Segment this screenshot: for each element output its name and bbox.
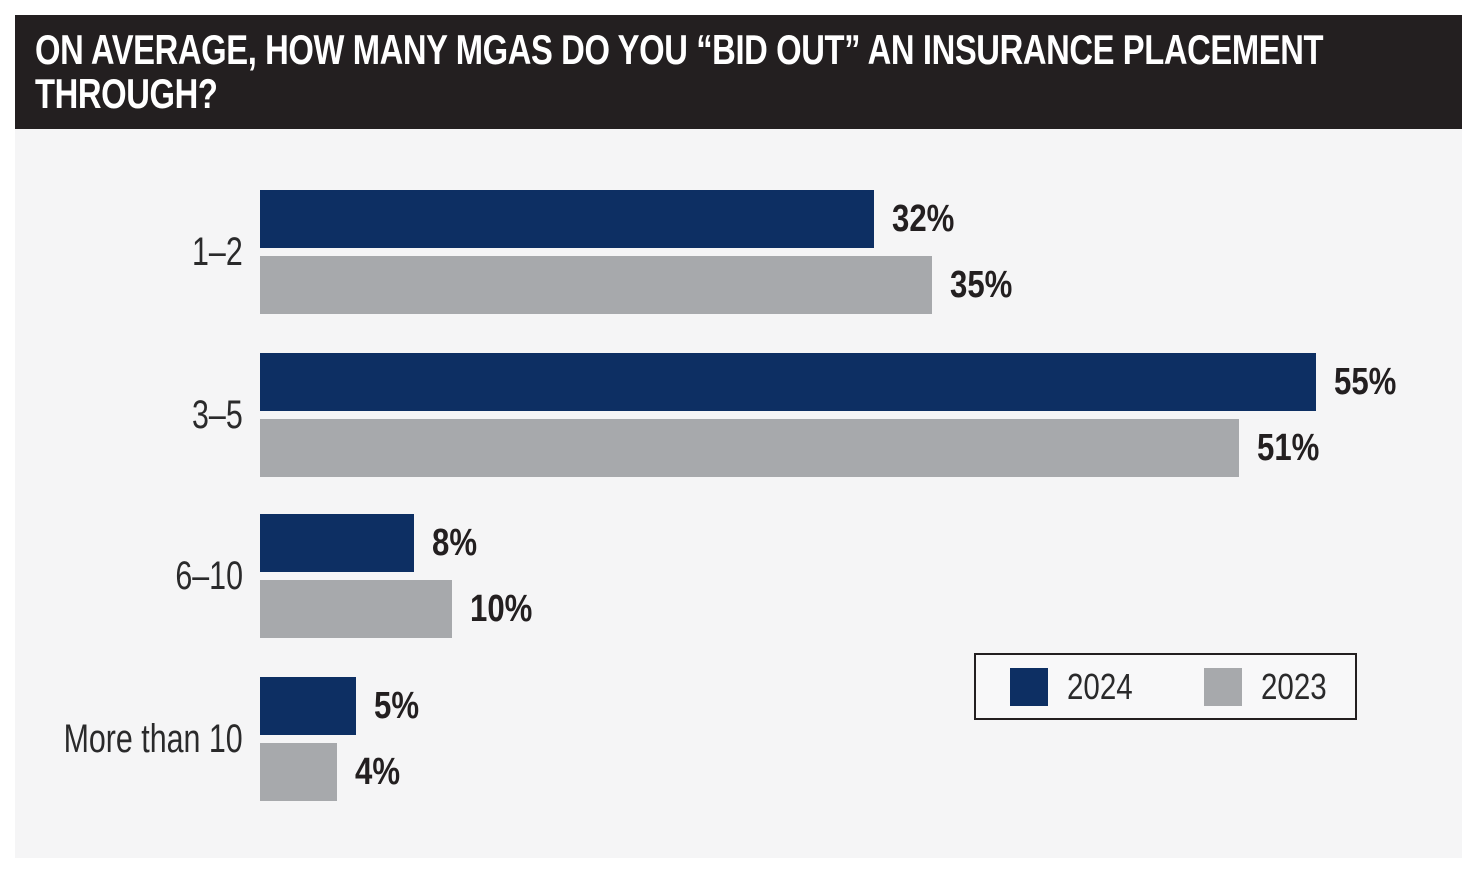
value-label-2023: 10% xyxy=(470,587,533,630)
bar-row-2023: 10% xyxy=(260,580,546,638)
chart-plot-area: 1–2 32% 35% 3–5 55% 51% xyxy=(15,129,1462,858)
chart-title-line-1: ON AVERAGE, HOW MANY MGAS DO YOU “BID OU… xyxy=(35,26,1324,73)
bar-2024 xyxy=(260,514,414,572)
legend-item-2023: 2023 xyxy=(1204,666,1341,708)
value-label-2024: 5% xyxy=(374,684,420,727)
value-label-2024: 55% xyxy=(1334,360,1397,403)
category-label: 6–10 xyxy=(175,553,243,598)
bar-group-6-10: 6–10 8% 10% xyxy=(15,514,1462,638)
bar-2023 xyxy=(260,580,452,638)
bar-2024 xyxy=(260,677,356,735)
category-label: 3–5 xyxy=(192,392,243,437)
chart-title-line-2: THROUGH? xyxy=(35,70,218,117)
bar-row-2023: 4% xyxy=(260,743,410,801)
category-label: More than 10 xyxy=(63,716,243,761)
bar-2023 xyxy=(260,743,337,801)
legend-label-2023: 2023 xyxy=(1261,665,1327,707)
bar-row-2024: 32% xyxy=(260,190,968,248)
legend: 2024 2023 xyxy=(974,653,1357,720)
bar-2024 xyxy=(260,190,874,248)
value-label-2024: 32% xyxy=(892,197,955,240)
value-label-2023: 35% xyxy=(950,263,1013,306)
legend-swatch-2023 xyxy=(1204,667,1243,706)
header-banner: ON AVERAGE, HOW MANY MGAS DO YOU “BID OU… xyxy=(15,15,1462,129)
legend-label-2024: 2024 xyxy=(1067,665,1133,707)
bar-row-2023: 51% xyxy=(260,419,1333,477)
bar-row-2023: 35% xyxy=(260,256,1026,314)
legend-swatch-2024 xyxy=(1010,667,1048,706)
bar-2023 xyxy=(260,419,1239,477)
value-label-2023: 4% xyxy=(355,750,401,793)
bar-group-3-5: 3–5 55% 51% xyxy=(15,353,1462,477)
bar-group-more-than-10: More than 10 5% 4% xyxy=(15,677,1462,801)
bar-2024 xyxy=(260,353,1316,411)
bar-group-1-2: 1–2 32% 35% xyxy=(15,190,1462,314)
legend-item-2024: 2024 xyxy=(1010,666,1147,708)
bar-row-2024: 8% xyxy=(260,514,487,572)
bar-row-2024: 5% xyxy=(260,677,429,735)
bar-2023 xyxy=(260,256,932,314)
value-label-2023: 51% xyxy=(1257,426,1320,469)
bar-row-2024: 55% xyxy=(260,353,1410,411)
category-label: 1–2 xyxy=(192,229,243,274)
value-label-2024: 8% xyxy=(432,521,478,564)
infographic-page: ON AVERAGE, HOW MANY MGAS DO YOU “BID OU… xyxy=(15,15,1462,858)
